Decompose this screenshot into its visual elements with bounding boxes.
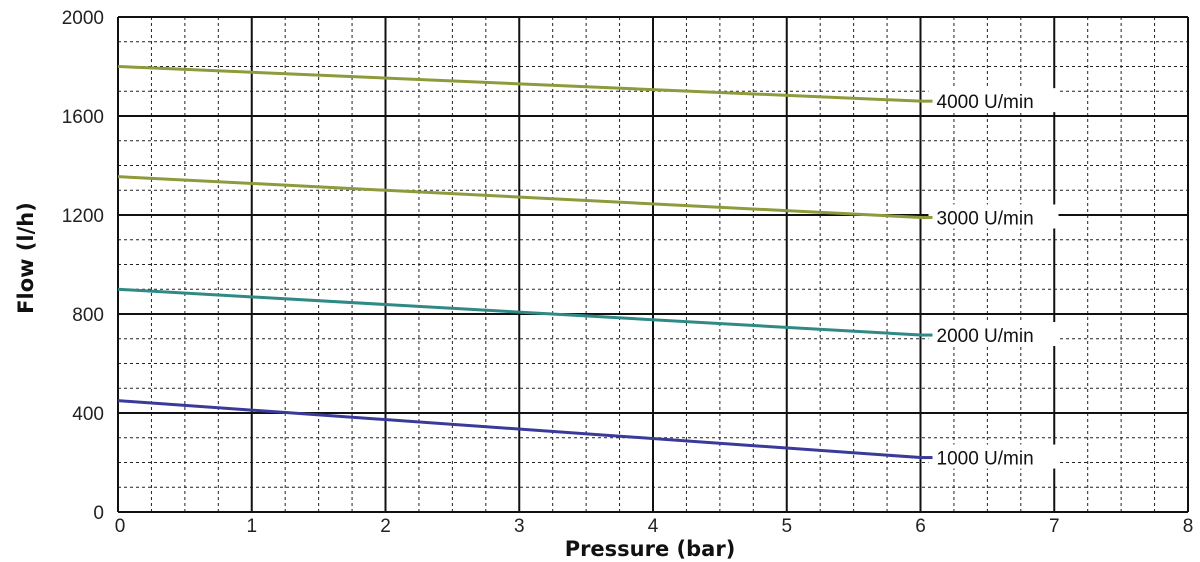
x-tick-label: 4 xyxy=(648,516,659,537)
x-axis-title: Pressure (bar) xyxy=(565,537,736,561)
x-tick-label: 2 xyxy=(380,516,391,537)
y-tick-label: 800 xyxy=(72,305,104,326)
x-tick-label: 1 xyxy=(246,516,257,537)
series-line-3 xyxy=(117,287,921,337)
y-tick-label: 0 xyxy=(93,503,104,524)
x-tick-label: 3 xyxy=(514,516,525,537)
x-tick-label: 0 xyxy=(115,516,126,537)
y-tick-label: 2000 xyxy=(62,8,104,29)
x-tick-label: 8 xyxy=(1183,516,1194,537)
y-axis-ticks: 0 400 800 1200 1600 2000 xyxy=(62,8,104,524)
series-label-bg xyxy=(928,444,1059,469)
series-label: 4000 U/min xyxy=(937,92,1034,113)
series-label-bg xyxy=(928,322,1059,347)
series-label: 1000 U/min xyxy=(937,449,1034,470)
y-tick-label: 1600 xyxy=(62,107,104,128)
x-axis-ticks: 0 1 2 3 4 5 6 7 8 xyxy=(115,516,1194,537)
x-tick-label: 5 xyxy=(781,516,792,537)
y-tick-label: 1200 xyxy=(62,206,104,227)
y-tick-label: 400 xyxy=(72,404,104,425)
series-lines xyxy=(117,65,921,460)
x-tick-label: 7 xyxy=(1049,516,1060,537)
series-line-4 xyxy=(117,399,921,460)
series-label: 3000 U/min xyxy=(937,208,1034,229)
series-line-2 xyxy=(117,175,921,219)
series-labels: 4000 U/min 3000 U/min 2000 U/min 1000 U/min xyxy=(920,88,1059,470)
series-label-bg xyxy=(928,204,1059,229)
y-axis-title: Flow (l/h) xyxy=(14,202,38,314)
series-label-bg xyxy=(928,88,1059,113)
series-line-1 xyxy=(117,65,921,103)
x-tick-label: 6 xyxy=(915,516,926,537)
series-label: 2000 U/min xyxy=(937,326,1034,347)
